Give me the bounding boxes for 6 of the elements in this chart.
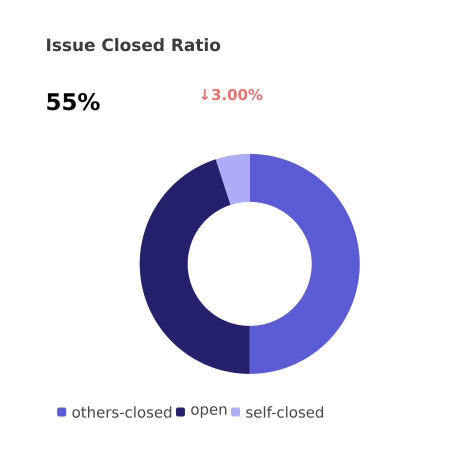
legend-label: others-closed xyxy=(72,406,172,418)
text: ↓3.00% xyxy=(201,88,262,100)
chart-title: Issue Closed Ratio xyxy=(47,38,220,52)
legend-label: self-closed xyxy=(246,406,324,418)
legend-label: open xyxy=(191,406,226,418)
text: 55% xyxy=(47,92,100,110)
